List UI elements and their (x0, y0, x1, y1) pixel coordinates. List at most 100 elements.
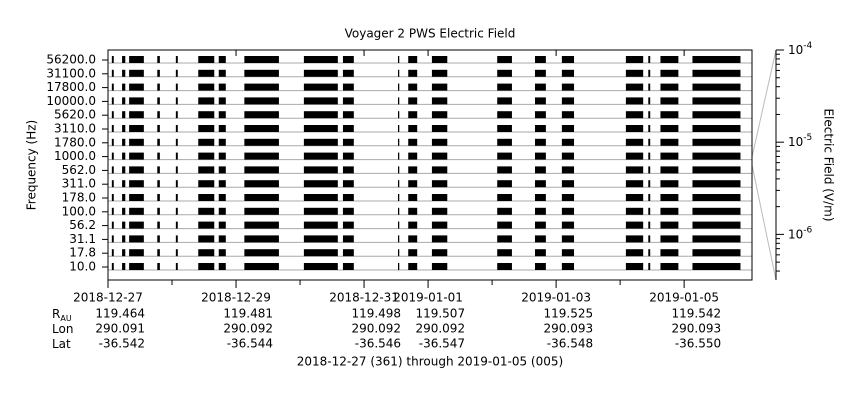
data-burst (660, 111, 679, 119)
data-burst (303, 138, 338, 146)
data-burst (431, 194, 448, 201)
data-burst (198, 194, 215, 201)
data-burst (648, 263, 651, 270)
y-tick-label: 10000.0 (46, 94, 96, 108)
chart-title: Voyager 2 PWS Electric Field (345, 27, 516, 41)
data-burst (175, 235, 178, 243)
data-burst (129, 69, 144, 77)
data-burst (218, 125, 226, 132)
data-burst (625, 166, 644, 174)
data-burst (157, 207, 160, 215)
data-burst (198, 125, 215, 132)
data-burst (244, 83, 279, 91)
data-burst (244, 69, 279, 77)
data-burst (303, 69, 338, 77)
data-burst (561, 138, 575, 146)
data-burst (342, 221, 354, 229)
data-burst (561, 69, 575, 77)
ephemeris-value: -36.550 (675, 337, 721, 351)
data-burst (660, 97, 679, 105)
data-burst (303, 180, 338, 188)
data-burst (218, 56, 226, 63)
data-burst (175, 249, 178, 257)
data-burst (111, 207, 114, 215)
data-burst (129, 194, 144, 201)
x-tick-label: 2019-01-05 (649, 291, 719, 305)
y-tick-label: 100.0 (62, 204, 96, 218)
data-burst (625, 235, 644, 243)
y-tick-label: 1000.0 (54, 149, 96, 163)
data-burst (129, 152, 144, 160)
data-burst (303, 152, 338, 160)
ephemeris-value: -36.544 (227, 337, 273, 351)
data-burst (561, 221, 575, 229)
data-burst (431, 263, 448, 270)
data-burst (122, 221, 126, 229)
data-burst (534, 207, 546, 215)
data-burst (397, 97, 400, 105)
data-burst (692, 69, 741, 77)
data-burst (648, 111, 651, 119)
data-burst (157, 263, 160, 270)
data-burst (534, 138, 546, 146)
data-burst (342, 207, 354, 215)
data-burst (198, 56, 215, 63)
y-tick-label: 562.0 (62, 163, 96, 177)
ephemeris-label: RAU (52, 307, 72, 323)
data-burst (660, 83, 679, 91)
x-tick-label: 2018-12-27 (73, 291, 143, 305)
data-burst (408, 83, 418, 91)
data-burst (157, 152, 160, 160)
data-burst (648, 152, 651, 160)
data-burst (397, 166, 400, 174)
data-burst (157, 56, 160, 63)
data-burst (625, 125, 644, 132)
data-burst (111, 194, 114, 201)
data-burst (218, 221, 226, 229)
data-burst (534, 83, 546, 91)
data-burst (342, 152, 354, 160)
data-burst (111, 221, 114, 229)
data-burst (175, 221, 178, 229)
data-burst (497, 111, 512, 119)
data-burst (431, 152, 448, 160)
data-burst (408, 97, 418, 105)
data-burst (218, 97, 226, 105)
data-burst (198, 221, 215, 229)
data-burst (397, 194, 400, 201)
data-burst (648, 69, 651, 77)
data-burst (408, 152, 418, 160)
data-burst (561, 166, 575, 174)
data-burst (660, 138, 679, 146)
data-burst (122, 249, 126, 257)
data-burst (497, 263, 512, 270)
data-burst (111, 111, 114, 119)
ephemeris-value: 290.092 (415, 322, 465, 336)
data-burst (244, 56, 279, 63)
data-burst (129, 249, 144, 257)
data-burst (431, 221, 448, 229)
data-burst (497, 97, 512, 105)
ephemeris-value: -36.548 (547, 337, 593, 351)
data-burst (660, 125, 679, 132)
data-burst (342, 125, 354, 132)
data-burst (397, 69, 400, 77)
data-burst (198, 138, 215, 146)
data-burst (157, 221, 160, 229)
data-burst (218, 180, 226, 188)
data-burst (198, 263, 215, 270)
data-burst (431, 69, 448, 77)
data-burst (303, 221, 338, 229)
data-burst (129, 235, 144, 243)
data-burst (660, 194, 679, 201)
data-burst (397, 56, 400, 63)
data-burst (218, 152, 226, 160)
data-burst (534, 166, 546, 174)
data-burst (157, 235, 160, 243)
data-burst (692, 152, 741, 160)
data-burst (198, 249, 215, 257)
data-burst (660, 152, 679, 160)
ephemeris-value: 119.481 (223, 307, 273, 321)
data-burst (397, 249, 400, 257)
